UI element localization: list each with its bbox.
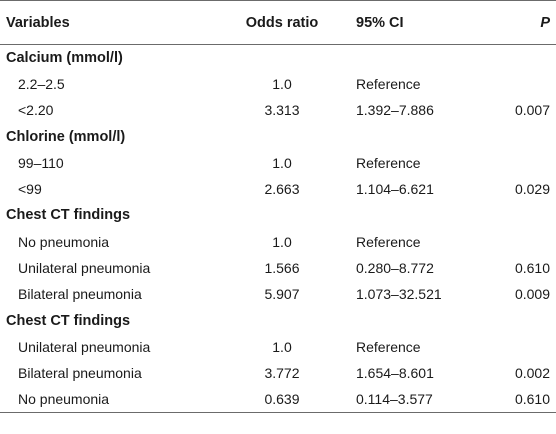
cell-odds-ratio: 5.907 — [264, 286, 300, 303]
table-row: Unilateral pneumonia 1.0 Reference — [0, 334, 556, 360]
cell-variable: Unilateral pneumonia — [18, 338, 151, 355]
table-row: 99–110 1.0 Reference — [0, 150, 556, 176]
header-ci: 95% CI — [356, 14, 404, 31]
cell-ci: 1.073–32.521 — [356, 286, 442, 303]
cell-p — [493, 334, 556, 360]
cell-ci: Reference — [356, 75, 421, 92]
odds-ratio-table: Variables Odds ratio 95% CI P Calcium (m… — [0, 0, 556, 413]
table-row: Unilateral pneumonia 1.566 0.280–8.772 0… — [0, 255, 556, 281]
cell-variable: No pneumonia — [18, 233, 110, 250]
cell-p: 0.029 — [514, 181, 550, 198]
table-row: 2.2–2.5 1.0 Reference — [0, 71, 556, 97]
section-title: Chest CT findings — [6, 312, 131, 329]
cell-ci: Reference — [356, 154, 421, 171]
table-header: Variables Odds ratio 95% CI P — [0, 0, 556, 45]
cell-variable: Bilateral pneumonia — [18, 365, 142, 382]
table-row: Bilateral pneumonia 5.907 1.073–32.521 0… — [0, 281, 556, 307]
cell-odds-ratio: 1.0 — [272, 233, 292, 250]
section-header-row: Chlorine (mmol/l) — [0, 123, 556, 149]
cell-variable: 99–110 — [18, 154, 64, 171]
header-odds-ratio: Odds ratio — [245, 14, 319, 31]
section-title: Chlorine (mmol/l) — [6, 128, 126, 145]
cell-variable: No pneumonia — [18, 391, 110, 408]
section-title: Calcium (mmol/l) — [6, 49, 123, 66]
cell-p — [493, 229, 556, 255]
cell-odds-ratio: 1.0 — [272, 338, 292, 355]
table-row: <99 2.663 1.104–6.621 0.029 — [0, 176, 556, 202]
cell-odds-ratio: 2.663 — [264, 181, 300, 198]
section-header-row: Calcium (mmol/l) — [0, 45, 556, 71]
cell-p: 0.002 — [514, 365, 550, 382]
table-row: No pneumonia 1.0 Reference — [0, 229, 556, 255]
cell-p: 0.610 — [514, 391, 550, 408]
cell-odds-ratio: 3.772 — [264, 365, 300, 382]
header-p: P — [540, 14, 550, 31]
cell-variable: <99 — [18, 181, 42, 198]
table-row: <2.20 3.313 1.392–7.886 0.007 — [0, 97, 556, 123]
cell-ci: 0.280–8.772 — [356, 260, 434, 277]
table-body: Calcium (mmol/l) 2.2–2.5 1.0 Reference <… — [0, 45, 556, 413]
cell-odds-ratio: 0.639 — [264, 391, 300, 408]
cell-odds-ratio: 1.566 — [264, 260, 300, 277]
cell-p: 0.009 — [514, 286, 550, 303]
cell-p — [493, 71, 556, 97]
cell-variable: 2.2–2.5 — [18, 75, 65, 92]
cell-variable: Bilateral pneumonia — [18, 286, 142, 303]
section-title: Chest CT findings — [6, 207, 131, 224]
cell-ci: 1.654–8.601 — [356, 365, 434, 382]
cell-variable: <2.20 — [18, 102, 54, 119]
section-header-row: Chest CT findings — [0, 202, 556, 228]
cell-ci: Reference — [356, 338, 421, 355]
section-header-row: Chest CT findings — [0, 307, 556, 333]
table-row: Bilateral pneumonia 3.772 1.654–8.601 0.… — [0, 360, 556, 386]
cell-ci: 1.392–7.886 — [356, 102, 434, 119]
cell-p — [493, 150, 556, 176]
header-row: Variables Odds ratio 95% CI P — [0, 0, 556, 45]
cell-odds-ratio: 1.0 — [272, 154, 292, 171]
cell-ci: 1.104–6.621 — [356, 181, 434, 198]
table-row: No pneumonia 0.639 0.114–3.577 0.610 — [0, 386, 556, 413]
cell-ci: 0.114–3.577 — [356, 391, 433, 408]
cell-variable: Unilateral pneumonia — [18, 260, 151, 277]
cell-p: 0.610 — [514, 260, 550, 277]
cell-ci: Reference — [356, 233, 421, 250]
cell-p: 0.007 — [514, 102, 550, 119]
cell-odds-ratio: 1.0 — [272, 75, 292, 92]
cell-odds-ratio: 3.313 — [264, 102, 300, 119]
header-variables: Variables — [6, 14, 70, 31]
